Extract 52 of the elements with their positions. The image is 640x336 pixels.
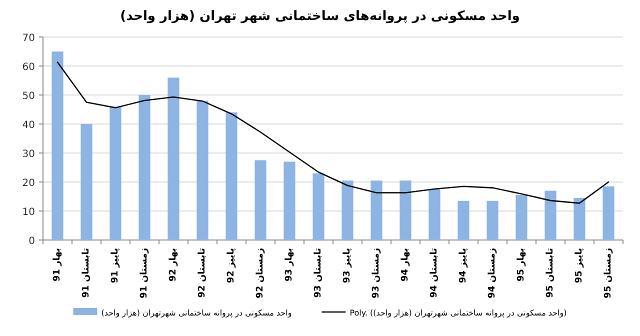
bar (544, 190, 556, 240)
y-tick-label: 10 (22, 207, 35, 218)
bar (52, 52, 64, 240)
x-tick-label: پاییز 91 (110, 248, 120, 284)
bar (458, 200, 470, 240)
y-tick-label: 30 (22, 149, 35, 160)
x-tick-label: زمستان 94 (488, 248, 498, 298)
line-series (56, 62, 610, 204)
x-tick-label: بهار 93 (284, 248, 294, 282)
x-tick-label: پاییز 94 (458, 248, 468, 284)
x-tick-label: زمستان 92 (256, 248, 266, 298)
x-tick-label: بهار 95 (516, 248, 526, 282)
bar (370, 180, 382, 240)
x-tick-label: پاییز 95 (574, 248, 584, 284)
bar (138, 95, 150, 240)
bar (342, 180, 354, 240)
bar (312, 173, 324, 240)
y-tick-label: 50 (22, 91, 35, 102)
x-tick-label: تابستان 94 (430, 248, 440, 298)
x-tick-label: زمستان 93 (372, 248, 382, 298)
x-tick-label: بهار 91 (52, 248, 62, 282)
x-tick-label: پاییز 93 (342, 248, 352, 284)
x-tick-label: زمستان 91 (140, 248, 150, 298)
bar (516, 195, 528, 240)
legend-label: Poly. ((هزار واحد) واحد مسکونی در پروانه ساختمانی شهرتهران) (350, 308, 567, 318)
bar (574, 198, 586, 240)
bar (168, 78, 180, 240)
x-tick-label: بهار 92 (168, 248, 178, 282)
y-tick-label: 40 (22, 120, 35, 131)
bar (110, 106, 122, 240)
chart-title: واحد مسکونی در پروانه‌های ساختمانی شهر تهران (هزار واحد) (120, 9, 520, 24)
bar (226, 112, 238, 240)
bar (196, 100, 208, 240)
bar (486, 200, 498, 240)
x-tick-label: تابستان 91 (82, 248, 92, 298)
x-tick-label: تابستان 92 (198, 248, 208, 298)
legend-label: (هزار واحد) واحد مسکونی در پروانه ساختمانی شهرتهران (101, 308, 292, 318)
x-tick-label: پاییز 92 (226, 248, 236, 284)
bar (284, 162, 296, 240)
y-tick-label: 0 (28, 236, 35, 247)
x-tick-label: بهار 94 (400, 248, 410, 282)
x-tick-label: تابستان 93 (314, 248, 324, 298)
y-tick-label: 20 (22, 178, 35, 189)
y-tick-label: 70 (22, 33, 35, 44)
bar (602, 186, 614, 240)
bar (400, 180, 412, 240)
bar (254, 160, 266, 240)
y-tick-label: 60 (22, 62, 35, 73)
bar (80, 124, 92, 240)
x-tick-label: زمستان 95 (604, 248, 614, 298)
bar (428, 189, 440, 240)
x-tick-label: تابستان 95 (546, 248, 556, 298)
